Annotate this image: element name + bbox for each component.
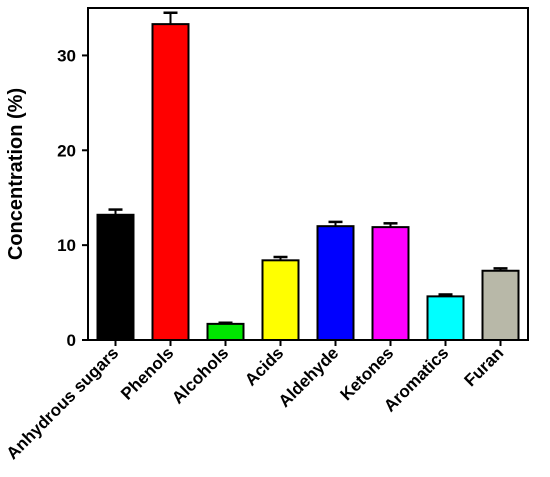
y-tick-label: 30 bbox=[57, 46, 76, 65]
bar bbox=[371, 226, 410, 341]
y-tick-label: 0 bbox=[67, 331, 76, 350]
bar bbox=[426, 295, 465, 342]
bar bbox=[261, 259, 300, 342]
bars bbox=[96, 23, 520, 342]
bar bbox=[96, 213, 135, 341]
x-tick-label: Aldehyde bbox=[275, 343, 343, 411]
y-tick-label: 20 bbox=[57, 141, 76, 160]
bar bbox=[206, 322, 245, 342]
y-axis: 0 10 20 30 bbox=[57, 46, 88, 350]
bar bbox=[481, 269, 520, 341]
plot-frame bbox=[87, 7, 529, 341]
x-tick-label: Alcohols bbox=[168, 343, 232, 407]
y-axis-label: Concentration (%) bbox=[5, 88, 27, 260]
x-tick-label: Furan bbox=[460, 343, 507, 390]
y-tick-label: 10 bbox=[57, 236, 76, 255]
error-bars bbox=[108, 11, 508, 324]
bar bbox=[316, 225, 355, 342]
x-tick-label: Anhydrous sugars bbox=[3, 343, 123, 463]
x-tick-label: Acids bbox=[241, 343, 287, 389]
bar bbox=[151, 23, 190, 342]
